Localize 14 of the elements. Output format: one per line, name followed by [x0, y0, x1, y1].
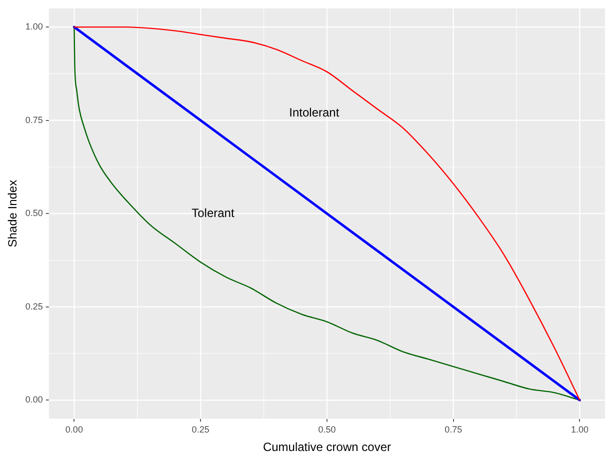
x-tick-label: 0.00 [65, 424, 83, 435]
x-tick-label: 0.50 [318, 424, 336, 435]
x-tick-label: 1.00 [570, 424, 588, 435]
y-tick-label: 1.00 [25, 22, 43, 32]
y-axis-title: Shade Index [6, 180, 20, 248]
x-tick-label: 0.75 [444, 424, 462, 435]
y-tick-label: 0.00 [25, 394, 43, 405]
annotation: Tolerant [192, 206, 235, 220]
x-tick-label: 0.25 [192, 424, 210, 435]
annotation: Intolerant [289, 105, 340, 120]
y-tick-label: 0.75 [25, 114, 43, 125]
y-tick-label: 0.50 [25, 208, 43, 218]
x-axis-title: Cumulative crown cover [262, 440, 391, 454]
y-tick-label: 0.25 [25, 301, 43, 312]
